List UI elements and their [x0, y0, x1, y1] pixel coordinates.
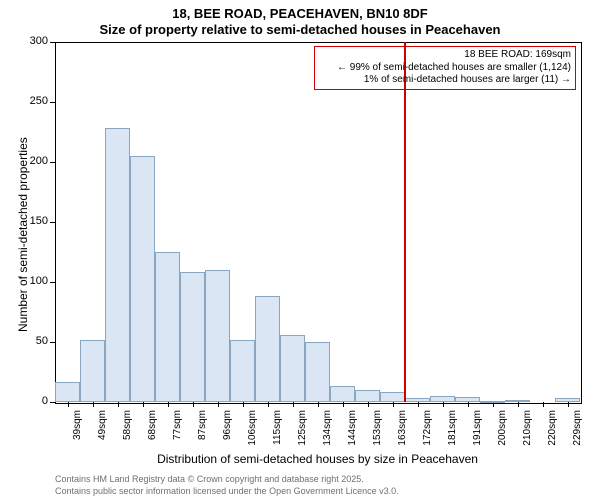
x-tick: [168, 402, 169, 407]
x-tick: [418, 402, 419, 407]
footer-attribution-1: Contains HM Land Registry data © Crown c…: [55, 474, 364, 484]
x-tick-label: 210sqm: [522, 410, 533, 454]
property-size-marker: [404, 42, 406, 402]
x-tick: [243, 402, 244, 407]
histogram-bar: [80, 340, 105, 402]
x-tick-label: 163sqm: [397, 410, 408, 454]
x-tick-label: 68sqm: [147, 410, 158, 454]
x-tick-label: 106sqm: [247, 410, 258, 454]
y-tick-label: 0: [20, 395, 48, 407]
y-tick: [50, 402, 55, 403]
x-tick-label: 49sqm: [97, 410, 108, 454]
annotation-line3: 1% of semi-detached houses are larger (1…: [319, 74, 571, 87]
annotation-line2: ← 99% of semi-detached houses are smalle…: [319, 62, 571, 75]
y-tick-label: 300: [20, 35, 48, 47]
y-tick-label: 50: [20, 335, 48, 347]
footer-attribution-2: Contains public sector information licen…: [55, 486, 399, 496]
y-tick-label: 100: [20, 275, 48, 287]
x-tick: [68, 402, 69, 407]
x-tick-label: 58sqm: [122, 410, 133, 454]
y-tick: [50, 42, 55, 43]
x-tick-label: 172sqm: [422, 410, 433, 454]
x-tick: [268, 402, 269, 407]
x-tick: [218, 402, 219, 407]
x-tick: [568, 402, 569, 407]
x-tick-label: 115sqm: [272, 410, 283, 454]
histogram-bar: [355, 390, 380, 402]
histogram-bar: [155, 252, 180, 402]
x-tick: [118, 402, 119, 407]
x-tick-label: 77sqm: [172, 410, 183, 454]
x-tick: [543, 402, 544, 407]
x-axis-label: Distribution of semi-detached houses by …: [55, 452, 580, 466]
histogram-bar: [555, 398, 580, 402]
x-tick: [343, 402, 344, 407]
histogram-bar: [480, 401, 505, 403]
chart-title-line2: Size of property relative to semi-detach…: [0, 22, 600, 37]
x-tick-label: 87sqm: [197, 410, 208, 454]
y-tick: [50, 102, 55, 103]
annotation-box: 18 BEE ROAD: 169sqm ← 99% of semi-detach…: [314, 46, 576, 90]
histogram-bar: [105, 128, 130, 402]
y-tick: [50, 162, 55, 163]
x-tick-label: 181sqm: [447, 410, 458, 454]
x-tick-label: 200sqm: [497, 410, 508, 454]
x-tick: [368, 402, 369, 407]
histogram-bar: [305, 342, 330, 402]
x-tick: [518, 402, 519, 407]
x-tick-label: 229sqm: [572, 410, 583, 454]
x-tick-label: 39sqm: [72, 410, 83, 454]
chart-container: { "title_line1": "18, BEE ROAD, PEACEHAV…: [0, 0, 600, 500]
x-tick-label: 134sqm: [322, 410, 333, 454]
histogram-bar: [180, 272, 205, 402]
x-tick-label: 96sqm: [222, 410, 233, 454]
histogram-bar: [380, 392, 405, 402]
x-tick: [318, 402, 319, 407]
histogram-bar: [230, 340, 255, 402]
chart-title-line1: 18, BEE ROAD, PEACEHAVEN, BN10 8DF: [0, 6, 600, 21]
x-tick: [293, 402, 294, 407]
y-tick: [50, 222, 55, 223]
histogram-bar: [55, 382, 80, 402]
x-tick: [393, 402, 394, 407]
histogram-bar: [330, 386, 355, 402]
x-tick-label: 191sqm: [472, 410, 483, 454]
x-tick: [193, 402, 194, 407]
x-tick-label: 125sqm: [297, 410, 308, 454]
x-tick-label: 144sqm: [347, 410, 358, 454]
y-tick-label: 200: [20, 155, 48, 167]
histogram-bar: [255, 296, 280, 402]
x-tick-label: 153sqm: [372, 410, 383, 454]
y-tick-label: 150: [20, 215, 48, 227]
y-tick-label: 250: [20, 95, 48, 107]
histogram-bar: [505, 400, 530, 402]
x-tick: [468, 402, 469, 407]
x-tick: [143, 402, 144, 407]
histogram-bar: [205, 270, 230, 402]
x-tick-label: 220sqm: [547, 410, 558, 454]
histogram-bar: [405, 398, 430, 402]
x-tick: [93, 402, 94, 407]
annotation-line1: 18 BEE ROAD: 169sqm: [319, 49, 571, 62]
y-tick: [50, 282, 55, 283]
histogram-bar: [280, 335, 305, 402]
histogram-bar: [430, 396, 455, 402]
histogram-bar: [455, 397, 480, 402]
histogram-bar: [130, 156, 155, 402]
x-tick: [443, 402, 444, 407]
y-tick: [50, 342, 55, 343]
